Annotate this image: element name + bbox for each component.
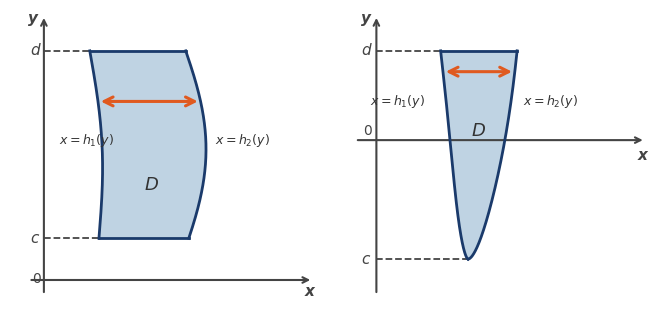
Text: d: d [30,43,39,58]
Text: $x = h_1(y)$: $x = h_1(y)$ [370,93,426,110]
Text: y: y [360,11,370,26]
Text: $x = h_1(y)$: $x = h_1(y)$ [59,132,114,148]
Polygon shape [441,51,517,259]
Text: 0: 0 [363,124,372,138]
Text: y: y [28,11,38,26]
Polygon shape [90,51,206,238]
Text: x: x [638,148,648,162]
Text: 0: 0 [32,272,41,286]
Text: D: D [472,122,486,140]
Text: $x = h_2(y)$: $x = h_2(y)$ [215,132,270,148]
Text: $x = h_2(y)$: $x = h_2(y)$ [523,93,579,110]
Text: c: c [31,231,39,246]
Text: D: D [144,176,158,194]
Text: c: c [362,252,370,267]
Text: x: x [305,284,315,299]
Text: d: d [361,43,370,58]
